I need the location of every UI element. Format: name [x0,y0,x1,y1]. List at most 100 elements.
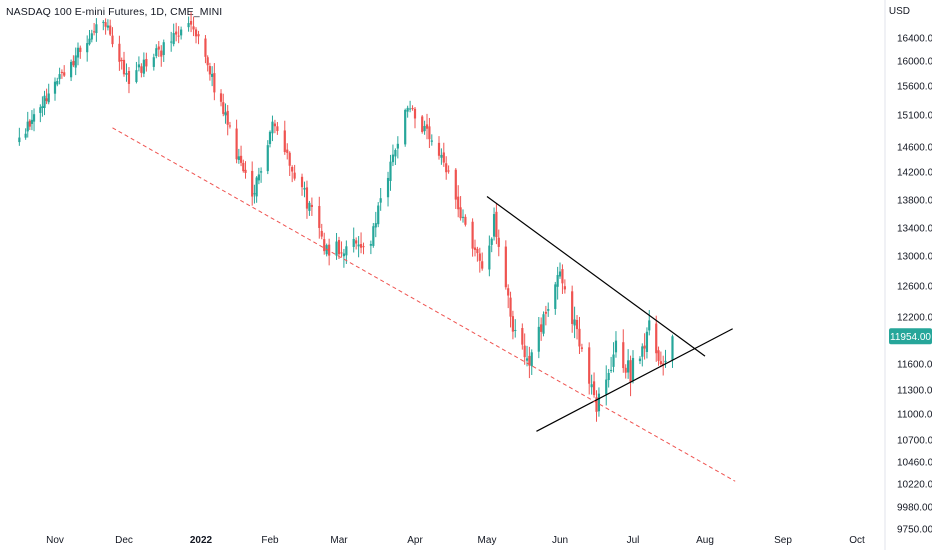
time-tick-label: Jul [627,535,640,546]
candle-body [342,253,346,257]
candle-body [396,143,399,149]
candle-body [224,112,227,116]
candle-body [125,73,128,75]
candle-body [369,244,372,246]
price-tick-label: 11300.00 [897,386,932,397]
time-axis[interactable]: Nov Dec 2022 Feb Mar Apr May Jun Jul Aug Sep Oct [46,535,865,546]
candle-body [580,347,583,349]
price-tick-label: 11600.00 [897,360,932,371]
candle-body [421,116,424,132]
candle-body [88,38,91,45]
price-axis[interactable]: 16400.00 16000.00 15600.00 15100.00 14600.00… [897,34,932,536]
candle-body [629,360,632,383]
candle-body [671,336,674,360]
candle-body [525,358,529,361]
candle-body [226,110,229,125]
price-tick-label: 12200.00 [897,313,932,324]
candle-body [645,331,649,352]
time-tick-label: 2022 [190,535,213,546]
candle-body [142,59,145,74]
candle-body [372,226,375,246]
candle-body [187,23,190,28]
candle-body [155,48,158,57]
candle-body [413,108,417,119]
candle-body [404,109,407,145]
candle-body [563,286,566,290]
candle-body [300,176,304,188]
ascending-support-line[interactable] [536,328,733,432]
candle-body [189,21,193,25]
candle-body [86,43,89,53]
candle-body [507,288,510,296]
price-tick-label: 13400.00 [897,224,932,235]
candle-body [30,119,34,124]
candle-body [140,66,143,73]
candle-body [597,393,601,412]
candle-body [624,367,627,373]
candle-body [24,133,27,138]
candle-body [648,320,651,331]
candle-body [411,108,414,110]
time-tick-label: Aug [696,535,714,546]
candle-body [47,93,50,103]
last-price-badge-bg [889,328,932,345]
candle-body [74,55,77,68]
candle-body [26,121,29,132]
candle-body [323,239,326,252]
candle-body [406,107,409,112]
candle-body [511,316,515,332]
candle-body [464,216,467,225]
last-price-value: 11954.00 [890,332,931,343]
candle-body [495,211,498,238]
candle-body [72,60,75,66]
candle-body [235,128,238,160]
candle-body [558,271,562,277]
candle-body [79,47,82,52]
candle-body [664,360,667,363]
candle-body [430,140,433,142]
candle-body [627,360,630,373]
candle-body [95,24,98,34]
candle-body [194,29,198,37]
candle-body [328,244,331,256]
candle-body [160,50,163,57]
price-tick-label: 13000.00 [897,252,932,263]
candle-body [197,34,200,37]
candle-body [554,284,557,309]
candle-body [291,166,294,172]
candle-body [175,31,178,35]
candle-body [641,346,644,357]
candle-body [320,230,323,237]
candle-body [53,81,57,94]
candle-body [308,202,311,211]
candle-body [391,154,395,163]
candle-body [408,108,412,110]
candle-body [471,221,474,249]
candle-body [504,246,507,288]
candle-body [273,123,277,127]
candle-body [157,46,160,50]
candle-body [631,357,635,381]
long-term-support-line[interactable] [112,127,736,482]
candle-body [310,204,313,207]
candle-body [478,253,481,261]
price-tick-label: 13800.00 [897,196,932,207]
candle-body [222,102,225,114]
price-tick-label: 11000.00 [897,410,932,421]
price-tick-label: 14200.00 [897,168,932,179]
candle-body [152,57,155,67]
time-tick-label: Jun [552,535,568,546]
descending-resistance-line[interactable] [486,196,706,357]
candle-body [610,369,613,371]
candle-body [106,25,109,28]
candle-body [213,73,216,93]
candle-body [104,22,107,27]
time-tick-label: May [478,535,497,546]
candle-body [337,240,341,255]
candle-body [208,66,212,75]
candle-body [394,149,397,157]
candle-body [459,207,462,219]
trendlines-layer [112,127,736,482]
time-tick-label: Feb [261,535,279,546]
